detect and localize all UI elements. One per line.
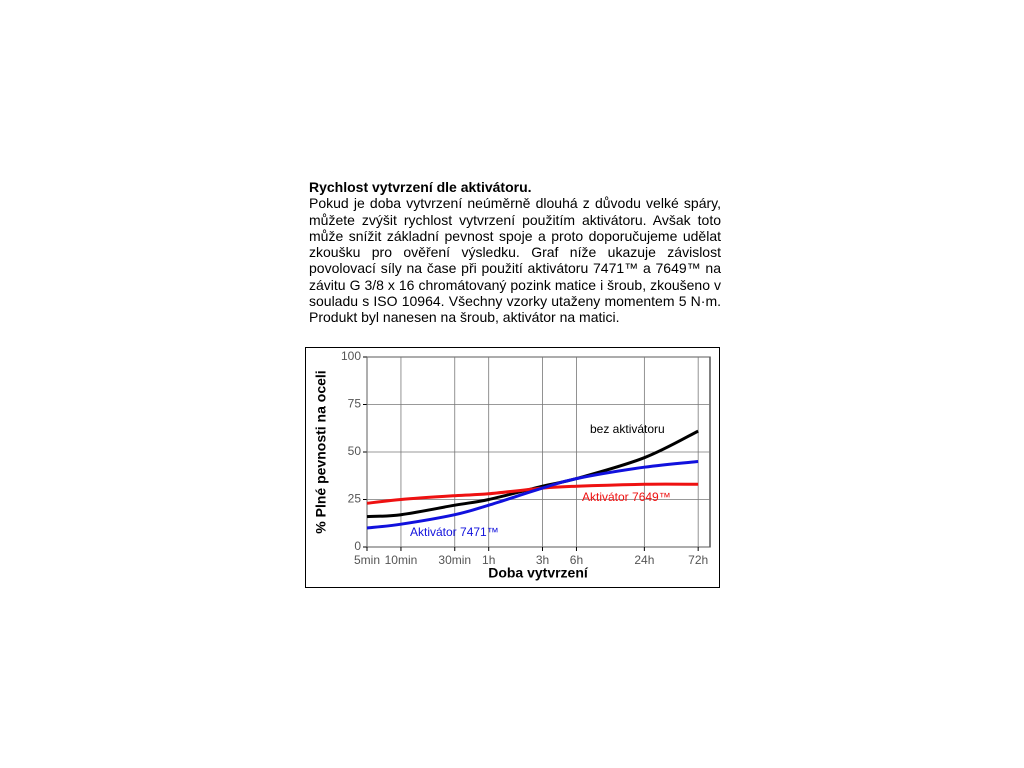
x-tick-label: 5min	[354, 553, 380, 567]
y-tick-label: 25	[348, 492, 362, 506]
x-tick-label: 3h	[536, 553, 549, 567]
series-line	[366, 482, 699, 505]
document: Rychlost vytvrzení dle aktivátoru. Pokud…	[309, 179, 721, 326]
y-tick-label: 0	[354, 539, 361, 553]
series-line	[366, 460, 699, 530]
x-tick-label: 30min	[438, 553, 471, 567]
y-tick-label: 50	[348, 444, 362, 458]
y-tick-label: 100	[341, 349, 361, 363]
x-tick-label: 72h	[688, 553, 708, 567]
y-axis-title: % Plné pevnosti na oceli	[313, 370, 329, 533]
heading: Rychlost vytvrzení dle aktivátoru.	[309, 179, 532, 195]
series-label: bez aktivátoru	[590, 422, 665, 436]
x-tick-label: 10min	[385, 553, 418, 567]
series-label: Aktivátor 7649™	[582, 490, 671, 504]
series-label: Aktivátor 7471™	[410, 525, 499, 539]
x-tick-label: 1h	[482, 553, 495, 567]
y-tick-label: 75	[348, 397, 362, 411]
paragraph: Pokud je doba vytvrzení neúměrně dlouhá …	[309, 195, 721, 326]
x-tick-label: 24h	[634, 553, 654, 567]
x-tick-label: 6h	[570, 553, 583, 567]
x-axis-title: Doba vytvrzení	[488, 565, 589, 581]
chart-frame	[305, 347, 720, 588]
